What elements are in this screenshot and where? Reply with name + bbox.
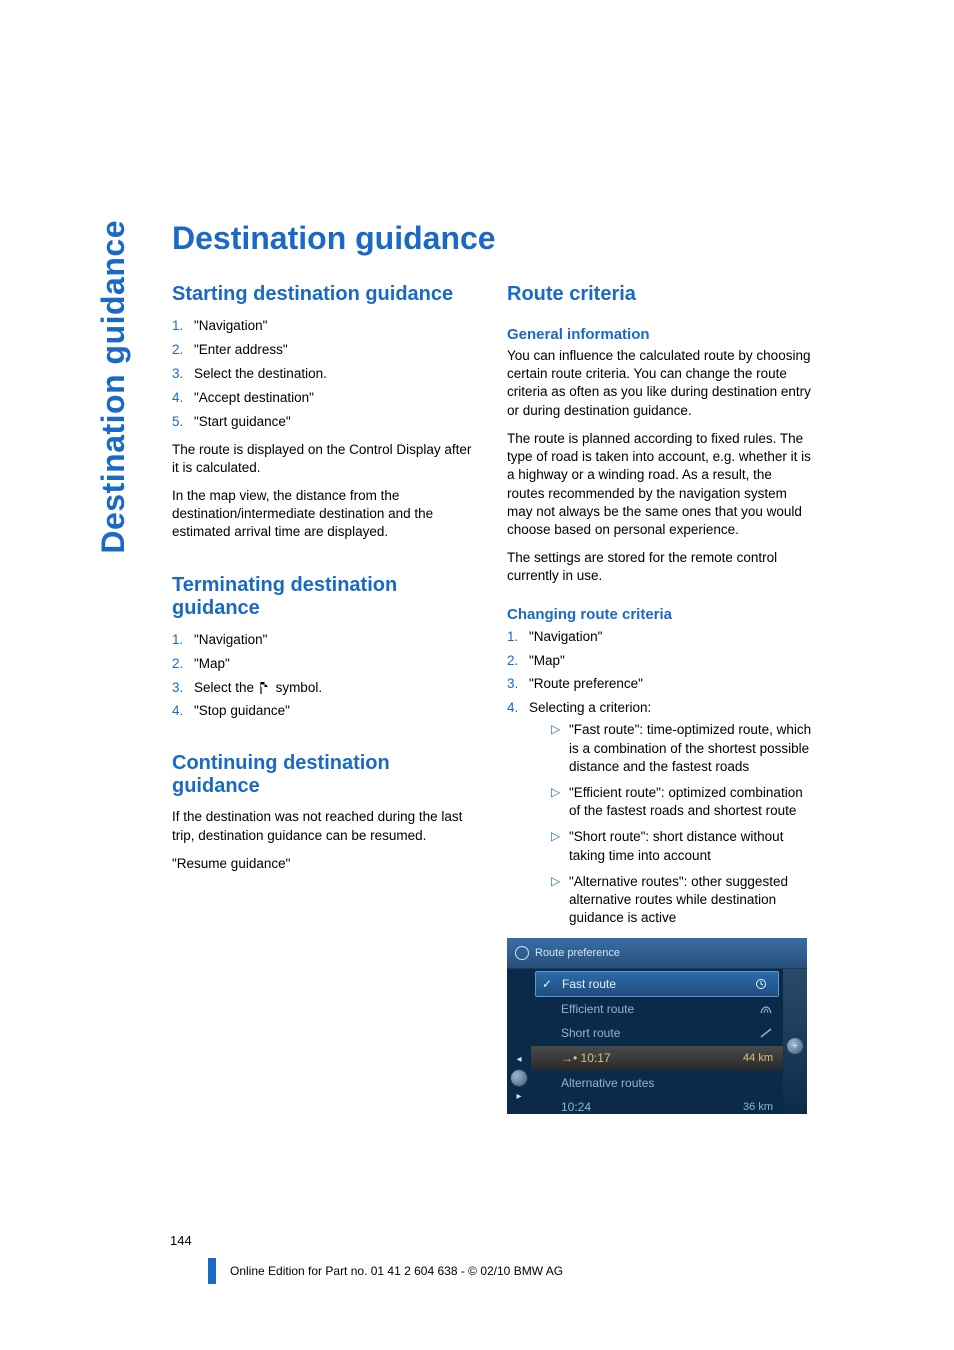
row-value: 36 km	[743, 1101, 773, 1113]
list-item: 2."Map"	[507, 651, 812, 672]
step-text: "Accept destination"	[194, 390, 314, 405]
row-label: Short route	[561, 1026, 620, 1040]
step-text: "Navigation"	[194, 318, 267, 333]
list-item: 4.Selecting a criterion: "Fast route": t…	[507, 698, 812, 927]
eco-icon	[759, 1003, 773, 1015]
screenshot-body: ◂ ▸ ✓ Fast route	[507, 969, 807, 1114]
clock-icon	[754, 978, 768, 990]
left-column: Starting destination guidance 1."Navigat…	[172, 283, 477, 1114]
screenshot-title: Route preference	[535, 947, 620, 959]
list-item: "Fast route": time-optimized route, whic…	[551, 721, 812, 776]
page-number: 144	[170, 1233, 192, 1248]
section-terminating: Terminating destination guidance	[172, 574, 477, 620]
list-item: 1."Navigation"	[172, 630, 477, 651]
row-value: 44 km	[743, 1052, 773, 1064]
step-text: "Stop guidance"	[194, 703, 290, 718]
row-label: Alternative routes	[561, 1076, 654, 1090]
list-item: 3."Route preference"	[507, 674, 812, 695]
row-label: Fast route	[562, 977, 616, 991]
right-arrow-icon: ▸	[516, 1091, 521, 1102]
list-item: 1."Navigation"	[507, 627, 812, 648]
list-item: "Alternative routes": other suggested al…	[551, 873, 812, 928]
section-continuing: Continuing destination guidance	[172, 752, 477, 798]
check-icon: ✓	[542, 977, 552, 991]
list-item: 1."Navigation"	[172, 316, 477, 337]
paragraph: "Resume guidance"	[172, 855, 477, 873]
list-item: 4."Accept destination"	[172, 388, 477, 409]
right-column: Route criteria General information You c…	[507, 283, 812, 1114]
nav-screenshot: Route preference ◂ ▸ ✓ Fast route	[507, 938, 807, 1114]
step-text: Select the symbol.	[194, 680, 322, 695]
terminating-steps: 1."Navigation" 2."Map" 3. Select the	[172, 630, 477, 723]
section-route-criteria: Route criteria	[507, 283, 812, 306]
list-item: "Efficient route": optimized combination…	[551, 784, 812, 820]
screenshot-row: Efficient route	[531, 997, 783, 1021]
list-item: 3.Select the destination.	[172, 364, 477, 385]
paragraph: In the map view, the distance from the d…	[172, 487, 477, 542]
page: Destination guidance Destination guidanc…	[0, 0, 954, 1350]
step-text: "Enter address"	[194, 342, 288, 357]
screenshot-row: Alternative routes	[531, 1071, 783, 1095]
row-label: →• 10:17	[561, 1051, 611, 1065]
knob-icon	[510, 1069, 528, 1087]
screenshot-left-side: ◂ ▸	[507, 969, 531, 1114]
paragraph: If the destination was not reached durin…	[172, 808, 477, 844]
changing-steps: 1."Navigation" 2."Map" 3."Route preferen…	[507, 627, 812, 928]
section-starting: Starting destination guidance	[172, 283, 477, 306]
plus-icon: +	[786, 1037, 804, 1055]
list-item: "Short route": short distance without ta…	[551, 828, 812, 864]
screenshot-titlebar: Route preference	[507, 938, 807, 969]
row-label: Efficient route	[561, 1002, 634, 1016]
chapter-title: Destination guidance	[172, 220, 812, 257]
content-area: Destination guidance Starting destinatio…	[172, 220, 812, 1114]
paragraph: The route is displayed on the Control Di…	[172, 441, 477, 477]
left-arrow-icon: ◂	[516, 1054, 521, 1065]
starting-steps: 1."Navigation" 2."Enter address" 3.Selec…	[172, 316, 477, 433]
sub-changing-criteria: Changing route criteria	[507, 606, 812, 623]
screenshot-row: ✓ Fast route	[535, 971, 779, 997]
step-text: "Start guidance"	[194, 414, 291, 429]
two-column-layout: Starting destination guidance 1."Navigat…	[172, 283, 812, 1114]
step-text: "Navigation"	[529, 629, 602, 644]
side-tab: Destination guidance	[95, 220, 132, 554]
step-text: "Map"	[194, 656, 230, 671]
screenshot-right-side: +	[783, 969, 807, 1114]
refresh-icon	[515, 946, 529, 960]
step-text: "Navigation"	[194, 632, 267, 647]
screenshot-row: →• 10:17 44 km	[531, 1046, 783, 1070]
screenshot-row: 10:24 36 km	[531, 1095, 783, 1114]
step-text: Selecting a criterion:	[529, 700, 651, 715]
paragraph: The settings are stored for the remote c…	[507, 549, 812, 585]
paragraph: You can influence the calculated route b…	[507, 347, 812, 420]
footer-text: Online Edition for Part no. 01 41 2 604 …	[230, 1264, 563, 1278]
criteria-list: "Fast route": time-optimized route, whic…	[551, 721, 812, 927]
nav-flag-icon	[258, 680, 276, 695]
screenshot-list: ✓ Fast route Efficient route	[531, 969, 783, 1114]
line-icon	[759, 1027, 773, 1039]
list-item: 5."Start guidance"	[172, 412, 477, 433]
step-text: Select the destination.	[194, 366, 327, 381]
list-item: 2."Enter address"	[172, 340, 477, 361]
footer-bar	[208, 1258, 216, 1284]
list-item: 3. Select the symbol.	[172, 678, 477, 699]
sub-general-info: General information	[507, 326, 812, 343]
step-text: "Route preference"	[529, 676, 643, 691]
list-item: 4."Stop guidance"	[172, 701, 477, 722]
step-text: "Map"	[529, 653, 565, 668]
screenshot-row: Short route	[531, 1021, 783, 1045]
row-label: 10:24	[561, 1100, 591, 1114]
list-item: 2."Map"	[172, 654, 477, 675]
paragraph: The route is planned according to fixed …	[507, 430, 812, 539]
